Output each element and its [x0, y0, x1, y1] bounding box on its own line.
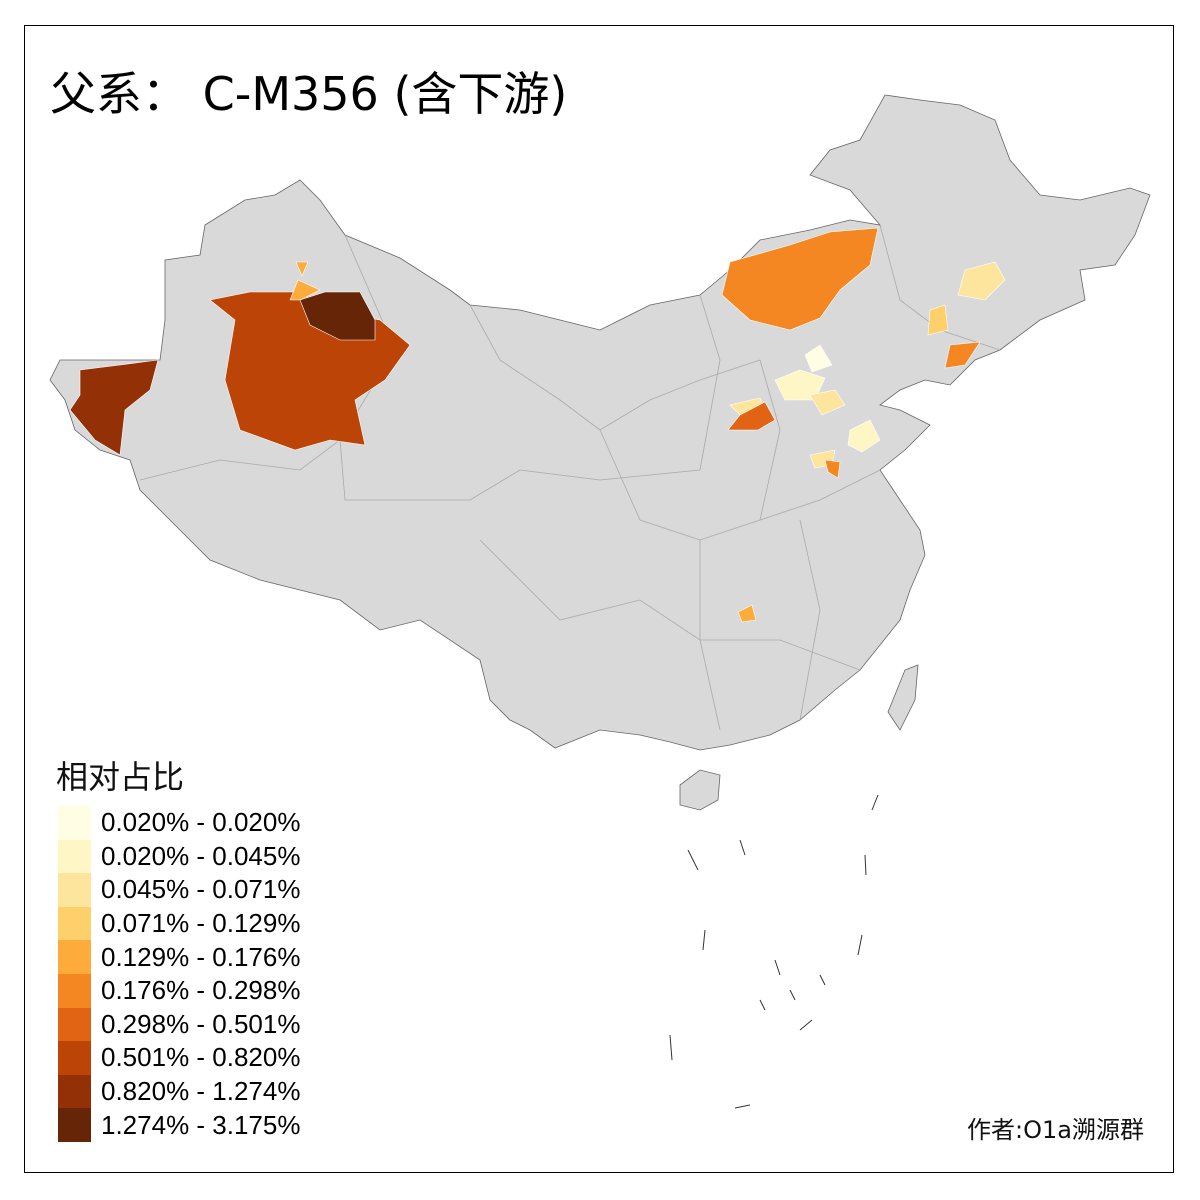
legend-item: 0.298% - 0.501% — [58, 1007, 301, 1042]
legend-swatch — [58, 1041, 91, 1075]
legend: 0.020% - 0.020% 0.020% - 0.045% 0.045% - 0… — [58, 806, 300, 1142]
legend-item: 0.501% - 0.820% — [58, 1041, 300, 1075]
legend-label: 0.820% - 1.274% — [101, 1076, 301, 1107]
region-fill — [727, 401, 776, 431]
region-fill — [737, 604, 757, 623]
legend-swatch — [58, 873, 91, 907]
china-mainland — [49, 94, 1151, 751]
region-fill — [804, 344, 833, 373]
legend-label: 0.298% - 0.501% — [101, 1008, 301, 1039]
region-fill — [69, 359, 159, 456]
legend-item: 0.176% - 0.298% — [58, 973, 301, 1008]
region-fill — [289, 279, 321, 301]
region-fill — [944, 341, 981, 369]
legend-label: 1.274% - 3.175% — [101, 1109, 301, 1140]
legend-label: 0.020% - 0.020% — [101, 807, 301, 838]
legend-swatch — [58, 906, 91, 941]
legend-swatch — [58, 839, 91, 874]
legend-item: 0.020% - 0.045% — [58, 839, 301, 874]
legend-label: 0.045% - 0.071% — [101, 874, 301, 905]
region-fill — [957, 261, 1006, 301]
south-china-sea-islands — [669, 794, 879, 1109]
taiwan-island — [887, 664, 919, 731]
map-title: 父系： C-M356 (含下游) — [50, 67, 568, 121]
legend-item: 0.020% - 0.020% — [58, 806, 300, 840]
map-frame — [24, 25, 1174, 1173]
region-fill — [295, 261, 309, 277]
region-fill — [927, 304, 949, 336]
legend-label: 0.020% - 0.045% — [101, 840, 301, 871]
legend-label: 0.176% - 0.298% — [101, 975, 301, 1006]
legend-swatch — [58, 1108, 91, 1142]
legend-item: 0.071% - 0.129% — [58, 906, 301, 941]
region-fill — [809, 389, 846, 416]
legend-item: 1.274% - 3.175% — [58, 1108, 300, 1142]
legend-swatch — [58, 940, 91, 974]
region-fill — [774, 369, 826, 401]
legend-label: 0.071% - 0.129% — [101, 908, 301, 939]
legend-item: 0.045% - 0.071% — [58, 873, 300, 907]
region-fill — [721, 227, 879, 331]
region-fill — [847, 419, 881, 453]
hainan-island — [679, 769, 721, 811]
legend-label: 0.501% - 0.820% — [101, 1042, 301, 1073]
legend-swatch — [58, 973, 91, 1008]
province-borders — [139, 224, 1001, 731]
author-credit: 作者:O1a溯源群 — [967, 1116, 1144, 1144]
legend-item: 0.129% - 0.176% — [58, 940, 300, 974]
region-fill — [824, 459, 841, 479]
legend-title: 相对占比 — [56, 758, 185, 796]
legend-swatch — [58, 1074, 91, 1109]
legend-swatch — [58, 1007, 91, 1042]
legend-item: 0.820% - 1.274% — [58, 1074, 301, 1109]
region-fill — [299, 291, 376, 341]
legend-label: 0.129% - 0.176% — [101, 941, 301, 972]
legend-swatch — [58, 806, 91, 840]
